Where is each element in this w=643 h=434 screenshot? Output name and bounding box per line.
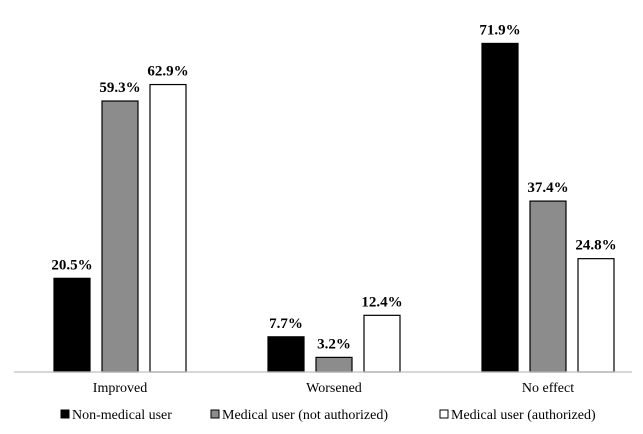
data-label-improved-medical-user-authorized: 62.9% — [147, 64, 188, 80]
bar-worsened-medical-user-authorized — [363, 314, 401, 373]
legend-item-medical-user-not-authorized: Medical user (not authorized) — [210, 408, 388, 423]
bar-improved-non-medical-user — [53, 277, 91, 373]
data-label-improved-medical-user-not-authorized: 59.3% — [99, 80, 140, 96]
legend-label-non-medical-user: Non-medical user — [72, 408, 172, 423]
legend-swatch-non-medical-user — [60, 409, 70, 419]
legend: Non-medical user Medical user (not author… — [60, 408, 596, 423]
data-label-no-effect-medical-user-not-authorized: 37.4% — [527, 180, 568, 196]
data-label-worsened-medical-user-authorized: 12.4% — [361, 294, 402, 310]
legend-item-non-medical-user: Non-medical user — [60, 408, 172, 423]
legend-swatch-medical-user-not-authorized — [210, 409, 220, 419]
bars-layer — [53, 42, 615, 373]
bar-improved-medical-user-not-authorized — [101, 100, 139, 373]
x-tick-label-worsened: Worsened — [306, 381, 362, 396]
legend-label-medical-user-authorized: Medical user (authorized) — [451, 408, 596, 423]
bar-no-effect-medical-user-not-authorized — [529, 200, 567, 373]
legend-item-medical-user-authorized: Medical user (authorized) — [439, 408, 596, 423]
data-label-worsened-non-medical-user: 7.7% — [269, 316, 303, 332]
bar-worsened-medical-user-not-authorized — [315, 356, 353, 373]
x-tick-label-no-effect: No effect — [522, 381, 574, 396]
legend-label-medical-user-not-authorized: Medical user (not authorized) — [222, 408, 388, 423]
data-label-improved-non-medical-user: 20.5% — [51, 257, 92, 273]
legend-swatch-medical-user-authorized — [439, 409, 449, 419]
data-label-worsened-medical-user-not-authorized: 3.2% — [317, 336, 351, 352]
data-label-no-effect-non-medical-user: 71.9% — [479, 22, 520, 38]
bar-no-effect-non-medical-user — [481, 42, 519, 373]
data-labels-layer: 20.5% 59.3% 62.9% 7.7% 3.2% 12.4% 71.9% 37.4% 24… — [51, 22, 616, 352]
bar-worsened-non-medical-user — [267, 336, 305, 373]
data-label-no-effect-medical-user-authorized: 24.8% — [575, 238, 616, 254]
x-tick-labels: Improved Worsened No effect — [93, 381, 574, 396]
bar-improved-medical-user-authorized — [149, 83, 187, 373]
bar-no-effect-medical-user-authorized — [577, 258, 615, 373]
x-tick-label-improved: Improved — [93, 381, 147, 396]
